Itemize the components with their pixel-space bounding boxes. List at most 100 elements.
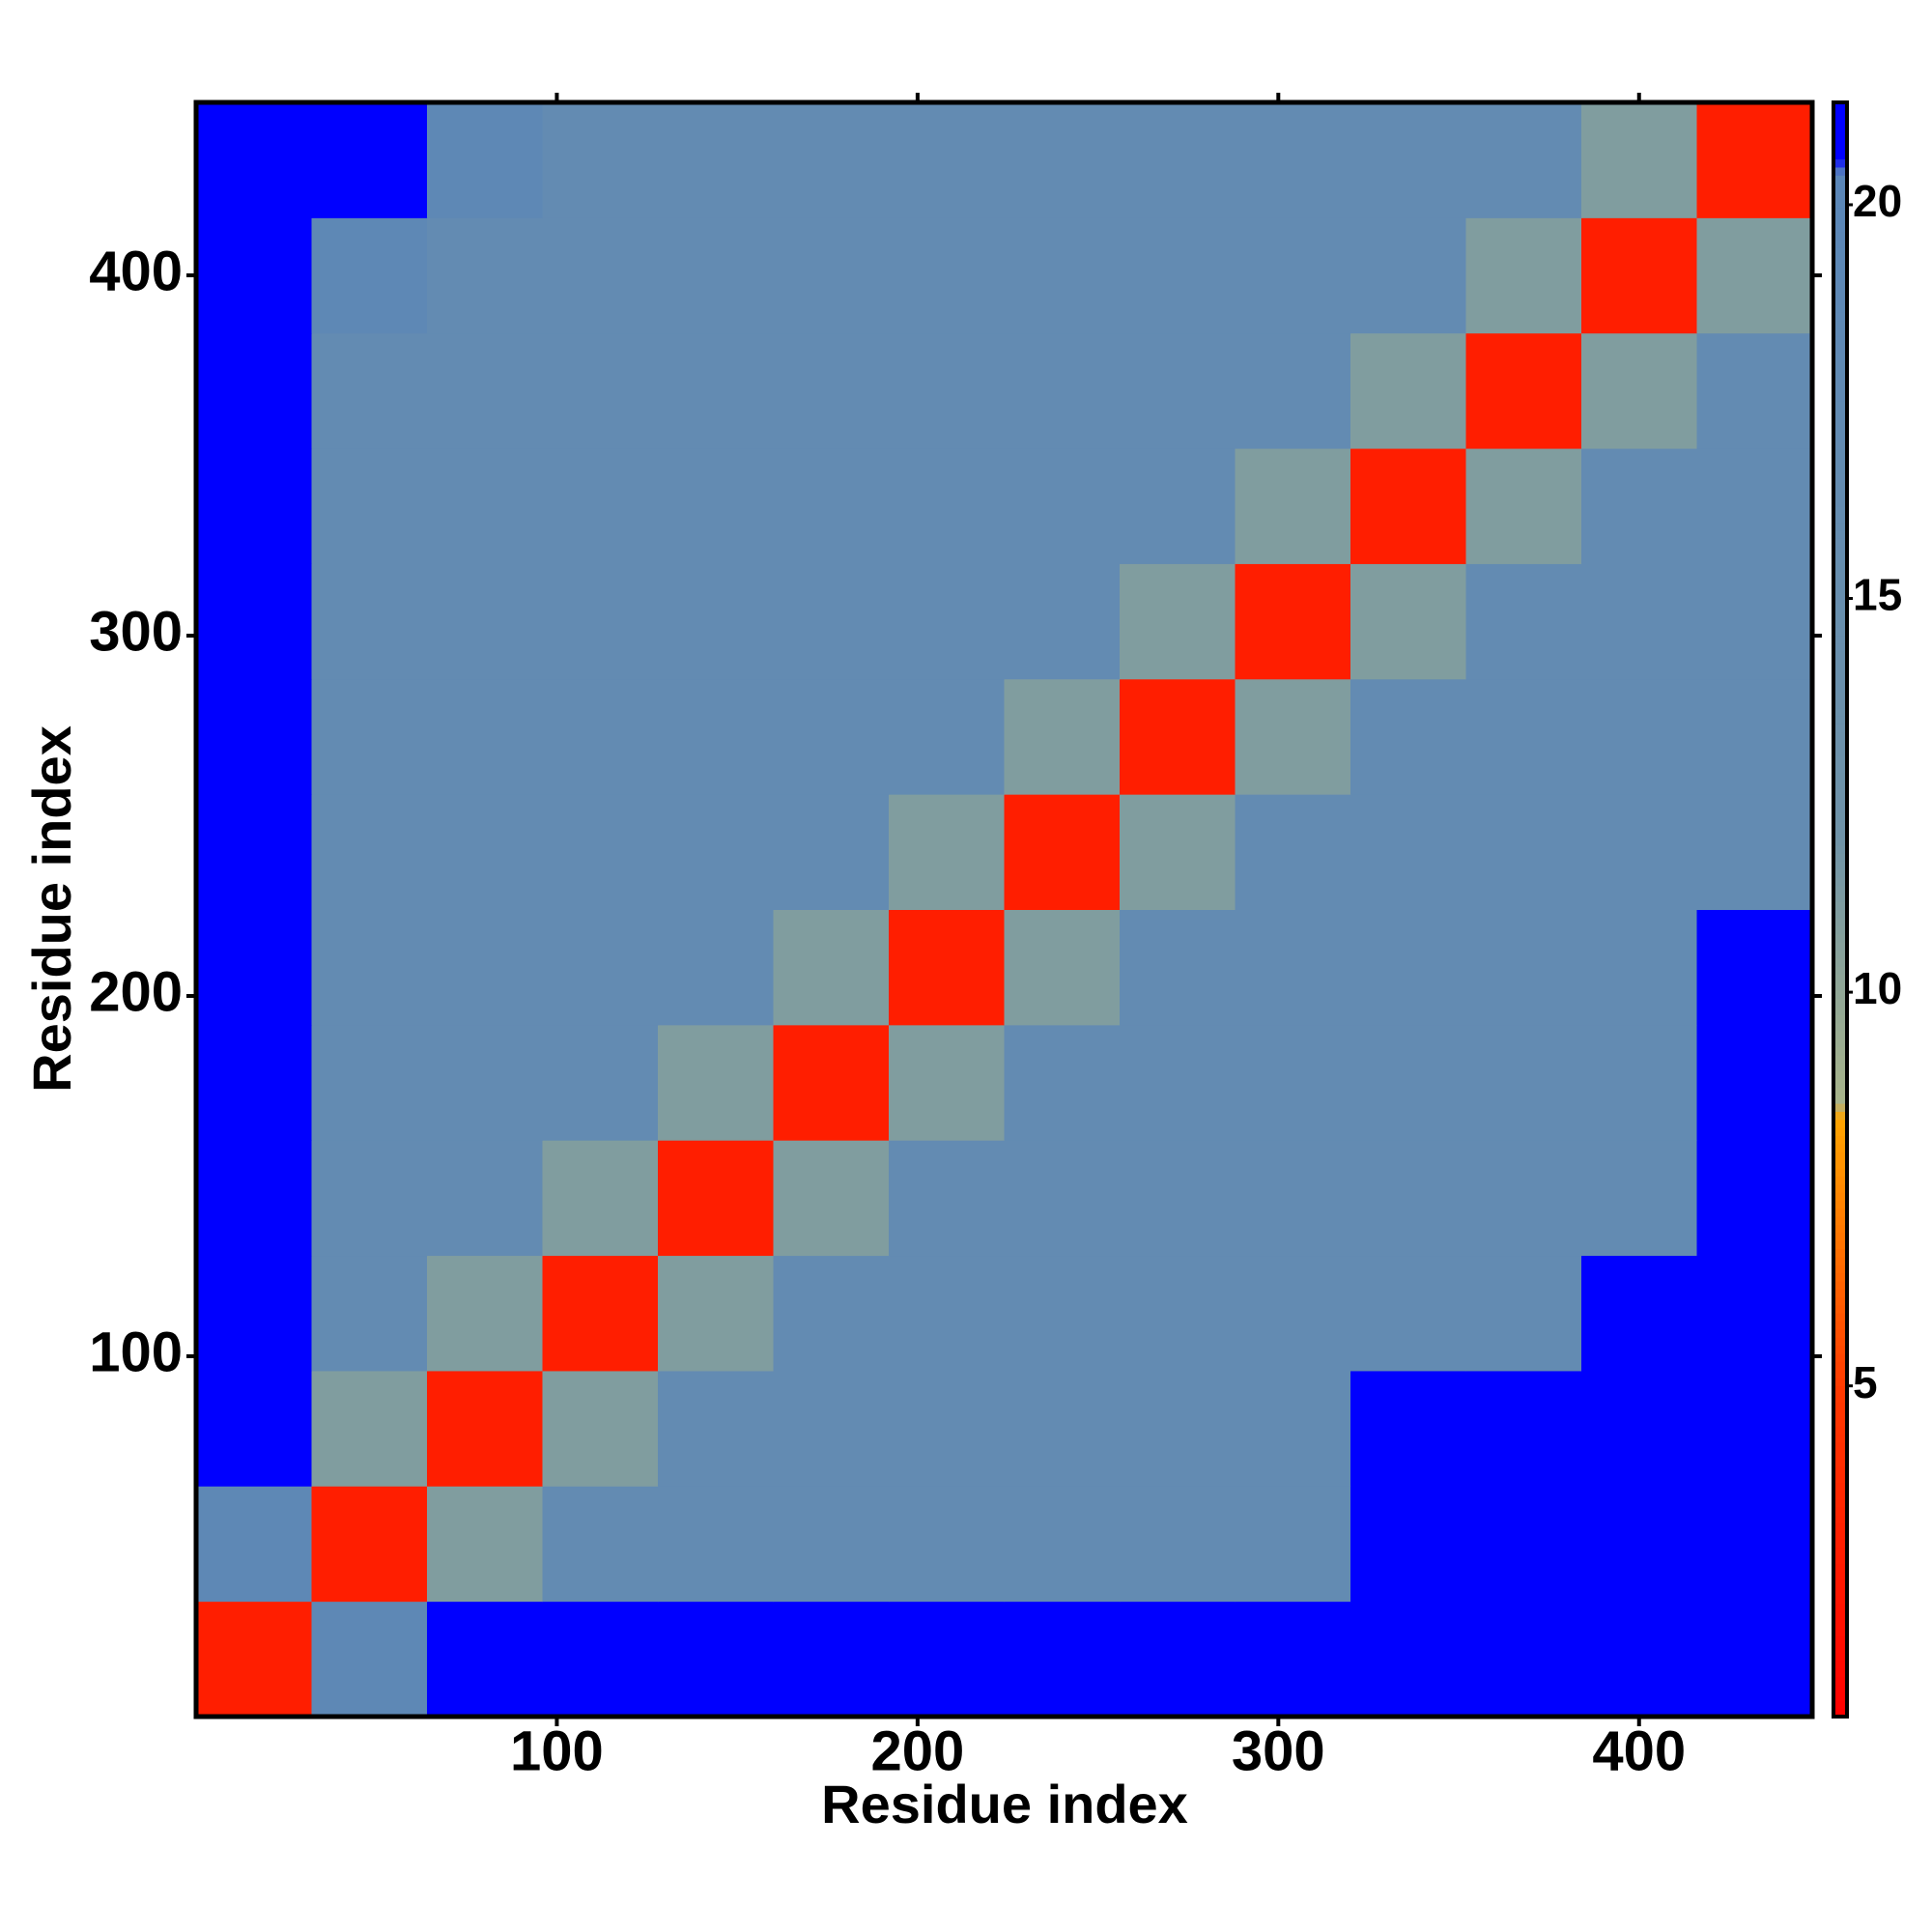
colorbar-segment [1833, 667, 1847, 676]
heatmap-cell [1350, 1024, 1466, 1141]
colorbar-segment [1833, 578, 1847, 587]
colorbar-segment [1833, 1038, 1847, 1048]
heatmap-cell [1696, 1140, 1813, 1257]
colorbar-segment [1833, 514, 1847, 524]
heatmap-cell [427, 1601, 543, 1718]
colorbar-segment [1833, 909, 1847, 919]
colorbar-segment [1833, 425, 1847, 435]
colorbar-segment [1833, 1708, 1847, 1718]
heatmap-cell [773, 1486, 890, 1603]
heatmap-cell [427, 563, 543, 680]
colorbar-segment [1833, 1232, 1847, 1241]
heatmap-cell [658, 448, 774, 564]
colorbar-segment [1833, 1491, 1847, 1500]
colorbar-segment [1833, 772, 1847, 781]
heatmap-cell [311, 909, 428, 1026]
x-axis-label: Residue index [821, 1774, 1188, 1834]
colorbar-segment [1833, 1652, 1847, 1662]
colorbar-segment [1833, 974, 1847, 983]
colorbar-segment [1833, 1014, 1847, 1024]
colorbar-segment [1833, 1321, 1847, 1330]
colorbar-segment [1833, 1006, 1847, 1015]
colorbar-segment [1833, 1328, 1847, 1338]
heatmap-cell [1004, 332, 1121, 449]
y-tick-label: 300 [89, 600, 183, 663]
heatmap-cell [1696, 102, 1813, 218]
heatmap-cell [542, 448, 659, 564]
heatmap-cell [1350, 332, 1466, 449]
heatmap-cell [658, 678, 774, 795]
colorbar-segment [1833, 1296, 1847, 1306]
colorbar-segment [1833, 1563, 1847, 1573]
heatmap-cell [1120, 1486, 1236, 1603]
colorbar-frame [1832, 100, 1849, 1719]
colorbar-segment [1833, 1587, 1847, 1597]
heatmap-cell [1465, 563, 1582, 680]
heatmap-cell [1696, 909, 1813, 1026]
colorbar-segment [1833, 1256, 1847, 1265]
colorbar-segment [1833, 1402, 1847, 1411]
colorbar-segment [1833, 828, 1847, 838]
colorbar-segment [1833, 320, 1847, 329]
heatmap-cell [1696, 332, 1813, 449]
colorbar-segment [1833, 223, 1847, 233]
heatmap-cell [1465, 794, 1582, 910]
heatmap-cell [1465, 1486, 1582, 1603]
heatmap-cell [1465, 678, 1582, 795]
heatmap-cell [773, 1370, 890, 1487]
colorbar-segment [1833, 1506, 1847, 1516]
colorbar-segment [1833, 1208, 1847, 1217]
colorbar-segment [1833, 837, 1847, 846]
colorbar-segment [1833, 933, 1847, 943]
heatmap-cell [427, 102, 543, 218]
heatmap-cell [1581, 1140, 1697, 1257]
heatmap-cell [1696, 448, 1813, 564]
colorbar-segment [1833, 505, 1847, 515]
heatmap-cell [1120, 1601, 1236, 1718]
colorbar-segment [1833, 893, 1847, 902]
heatmap-cell [1350, 794, 1466, 910]
colorbar-segment [1833, 1167, 1847, 1177]
colorbar-segment [1833, 1087, 1847, 1096]
colorbar-segment [1833, 1215, 1847, 1225]
x-tick-label: 300 [1232, 1719, 1325, 1782]
colorbar-segment [1833, 1176, 1847, 1185]
colorbar-segment [1833, 1385, 1847, 1395]
colorbar-segment [1833, 1635, 1847, 1645]
colorbar-segment [1833, 1248, 1847, 1258]
heatmap-cell [889, 1024, 1005, 1141]
heatmap-cell [1235, 217, 1351, 334]
heatmap-cell [427, 678, 543, 795]
heatmap-cell [1581, 909, 1697, 1026]
colorbar-segment [1833, 240, 1847, 248]
colorbar-segment [1833, 748, 1847, 757]
colorbar-segment [1833, 1660, 1847, 1669]
colorbar-segment [1833, 1458, 1847, 1467]
colorbar-segment [1833, 490, 1847, 498]
colorbar-segment [1833, 1240, 1847, 1250]
heatmap-cell [1581, 794, 1697, 910]
colorbar-segment [1833, 820, 1847, 830]
heatmap-cell [1120, 448, 1236, 564]
colorbar-segment [1833, 1094, 1847, 1104]
heatmap-cell [1696, 1255, 1813, 1372]
colorbar-segment [1833, 440, 1847, 450]
heatmap-cell [889, 1140, 1005, 1257]
colorbar-segment [1833, 1434, 1847, 1443]
colorbar-segment [1833, 546, 1847, 555]
colorbar-segment [1833, 885, 1847, 895]
colorbar-segment [1833, 594, 1847, 604]
colorbar-segment [1833, 1200, 1847, 1209]
heatmap-cell [658, 1255, 774, 1372]
heatmap-cell [1696, 217, 1813, 334]
colorbar-segment [1833, 554, 1847, 563]
colorbar-segment [1833, 384, 1847, 394]
colorbar-segment [1833, 166, 1847, 176]
heatmap-cell [427, 448, 543, 564]
colorbar-segment [1833, 861, 1847, 870]
colorbar-segment [1833, 1361, 1847, 1371]
colorbar-segment [1833, 207, 1847, 216]
colorbar-segment [1833, 1313, 1847, 1322]
heatmap-cell [1004, 794, 1121, 910]
